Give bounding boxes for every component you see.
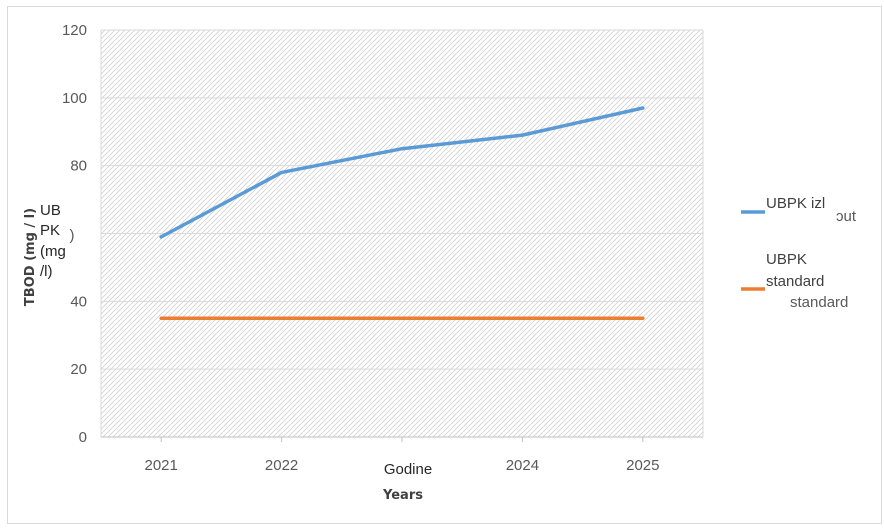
y-axis-overlay-line: PK xyxy=(40,222,60,239)
legend-fragment: ɔut xyxy=(836,208,857,225)
gridlines xyxy=(100,29,704,438)
legend-label: standard xyxy=(766,273,824,290)
x-tick-label: 2022 xyxy=(265,457,298,474)
series-line xyxy=(159,106,645,239)
legend-fragment: standard xyxy=(790,294,848,311)
y-axis-overlay-line: (mg xyxy=(40,243,66,260)
y-tick-label: 20 xyxy=(70,361,87,378)
y-axis-overlay-line: /l) xyxy=(40,263,53,280)
legend-entry-izl: UBPK izl xyxy=(741,195,825,214)
x-tick-label: 2024 xyxy=(506,457,539,474)
legend-label: UBPK izl xyxy=(766,195,825,212)
legend-entry-standard: UBPK standard xyxy=(741,251,824,291)
x-axis-ticks: 2021 2022 2024 2025 xyxy=(145,437,659,474)
x-axis-title: Years xyxy=(382,488,423,503)
y-tick-label: 120 xyxy=(62,22,87,39)
y-tick-label: 100 xyxy=(62,90,87,107)
y-axis-overlay-label: UB PK (mg/l) xyxy=(40,202,66,280)
x-tick-label: 2021 xyxy=(145,457,178,474)
y-axis-title: TBOD (mg / l) xyxy=(23,208,38,306)
y-tick-fragment: ) xyxy=(70,227,75,244)
legend-label: UBPK xyxy=(766,251,807,268)
y-tick-label: 40 xyxy=(70,293,87,310)
y-tick-label: 80 xyxy=(70,158,87,175)
y-axis-ticks: 0 20 40 80 100 120 xyxy=(62,22,87,446)
x-axis-overlay-label: Godine xyxy=(384,461,432,478)
series-layer xyxy=(159,106,645,321)
y-tick-label: 0 xyxy=(79,429,87,446)
x-tick-label: 2025 xyxy=(626,457,659,474)
legend: UBPK izl UBPK standard ɔut standard xyxy=(741,195,857,311)
y-axis-overlay-line: UB xyxy=(40,202,61,219)
